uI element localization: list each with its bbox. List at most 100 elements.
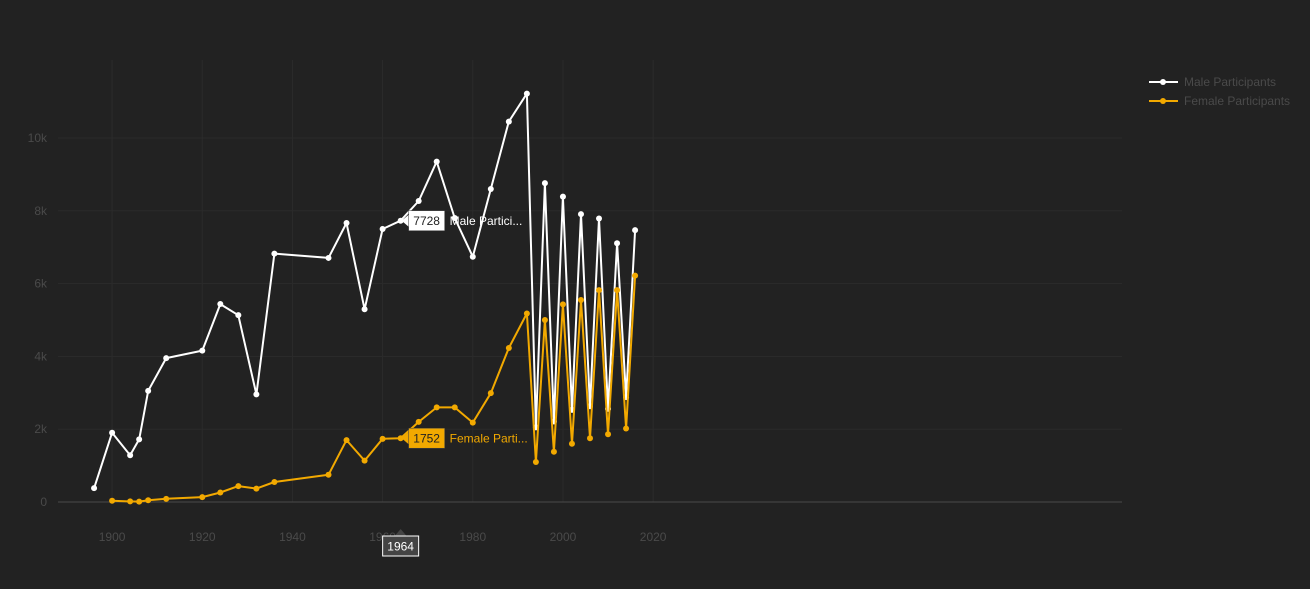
data-point [559, 301, 566, 308]
data-point [523, 90, 530, 97]
legend-item-0[interactable]: Male Participants [1149, 75, 1276, 89]
hover-pointer [401, 432, 409, 445]
data-point [614, 240, 621, 247]
legend[interactable]: Male Participants Female Participants [1149, 75, 1290, 108]
data-point [469, 253, 476, 260]
data-point [136, 498, 143, 505]
series-1 [109, 272, 639, 505]
data-point [136, 436, 143, 443]
data-point [127, 498, 134, 505]
data-point [109, 497, 116, 504]
data-point [217, 301, 224, 308]
hover-x-pointer [394, 529, 407, 536]
data-point [550, 448, 557, 455]
legend-label: Male Participants [1184, 75, 1276, 89]
data-point [199, 494, 206, 501]
y-tick-label: 10k [28, 131, 48, 145]
data-point [271, 479, 278, 486]
hover-x-box [382, 535, 420, 557]
x-tick-label: 1980 [459, 530, 486, 544]
data-point [541, 317, 548, 323]
data-point [577, 296, 584, 303]
data-point [109, 429, 116, 436]
data-point [361, 306, 368, 313]
data-point [623, 425, 630, 432]
data-point [433, 404, 440, 411]
data-point [451, 404, 458, 411]
x-tick-label: 2000 [550, 530, 577, 544]
data-point [145, 387, 152, 394]
data-point [487, 390, 494, 397]
data-point [487, 185, 494, 192]
data-point [235, 483, 242, 490]
data-point [217, 489, 224, 496]
data-point [532, 458, 539, 465]
series-layer [91, 90, 639, 505]
data-point [587, 435, 593, 442]
data-point [343, 437, 350, 444]
y-tick-label: 6k [34, 277, 48, 291]
hover-pointer [401, 214, 409, 227]
data-point [199, 347, 206, 354]
data-point [605, 431, 612, 438]
y-tick-label: 0 [40, 495, 47, 509]
data-point [379, 226, 386, 232]
data-point [163, 495, 170, 502]
grid [58, 60, 1122, 502]
data-point [505, 118, 512, 125]
legend-item-1[interactable]: Female Participants [1149, 94, 1290, 108]
legend-label: Female Participants [1184, 94, 1290, 108]
data-point [469, 419, 476, 426]
x-tick-label: 1920 [189, 530, 216, 544]
axes: 02k4k6k8k10k1900192019401960198020002020 [28, 131, 1122, 544]
data-point [163, 355, 170, 362]
hover-layer: 7728 Male Partici... 1752 Female Parti... 19… [382, 210, 528, 557]
y-tick-label: 4k [34, 349, 48, 363]
data-point [433, 158, 440, 165]
data-point [127, 452, 134, 459]
data-point [361, 457, 368, 464]
data-point [253, 391, 260, 398]
y-tick-label: 2k [34, 422, 48, 436]
data-point [325, 254, 332, 261]
data-point [559, 193, 566, 200]
data-point [541, 180, 548, 187]
data-point [235, 312, 242, 319]
data-point [271, 250, 278, 257]
data-point [397, 217, 404, 224]
data-point [415, 418, 422, 425]
data-point [379, 435, 386, 442]
hover-value-box [408, 210, 445, 231]
data-point [91, 485, 98, 492]
hover-value: 1752 [413, 432, 440, 446]
hover-value-box [408, 427, 445, 449]
data-point [596, 287, 603, 294]
data-point [614, 287, 621, 294]
series-line [112, 275, 637, 503]
data-point [145, 497, 152, 504]
x-tick-label: 2020 [640, 530, 667, 544]
hover-label-1: 1752 Female Parti... [401, 427, 528, 449]
data-point [632, 227, 639, 234]
legend-swatch-marker [1160, 79, 1166, 85]
data-point [343, 220, 350, 227]
data-point [397, 435, 404, 442]
data-point [577, 211, 584, 218]
data-point [596, 215, 603, 222]
hover-series-name: Female Parti... [450, 432, 528, 446]
data-point [325, 471, 332, 478]
hover-x-label: 1964 [382, 529, 420, 557]
x-tick-label: 1900 [99, 530, 126, 544]
hover-value: 7728 [413, 214, 440, 228]
legend-swatch-marker [1160, 98, 1166, 104]
y-tick-label: 8k [34, 204, 48, 218]
data-point [632, 272, 639, 279]
data-point [415, 197, 422, 204]
data-point [451, 215, 458, 222]
hover-x-value: 1964 [387, 540, 414, 554]
data-point [568, 440, 575, 447]
data-point [253, 485, 260, 492]
hover-series-name: Male Partici... [450, 214, 523, 228]
